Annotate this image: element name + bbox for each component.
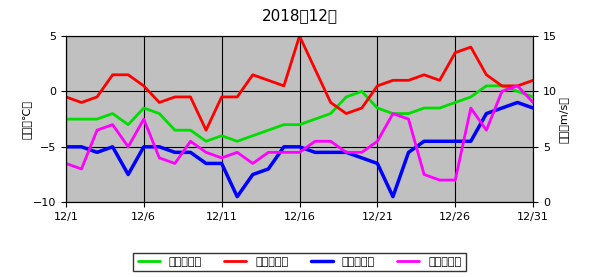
Legend: 日平均気温, 日最高気温, 日最低気温, 日平均風速: 日平均気温, 日最高気温, 日最低気温, 日平均風速 [133,253,466,271]
Text: 2018年12月: 2018年12月 [262,8,337,23]
Y-axis label: 気温（℃）: 気温（℃） [22,100,31,138]
Y-axis label: 風速（m/s）: 風速（m/s） [558,96,568,143]
